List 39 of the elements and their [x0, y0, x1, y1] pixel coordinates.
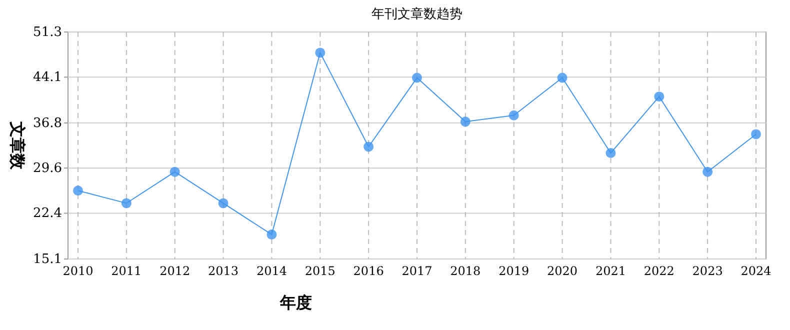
y-tick-label: 51.3 — [33, 25, 62, 40]
x-tick-label: 2021 — [595, 264, 626, 278]
x-tick-label: 2019 — [498, 264, 530, 278]
point — [73, 186, 83, 196]
x-tick-label: 2018 — [450, 264, 481, 278]
y-tick-label: 29.6 — [33, 161, 62, 176]
y-tick-label: 22.4 — [33, 206, 62, 222]
x-tick-label: 2016 — [353, 264, 384, 278]
x-tick-label: 2013 — [208, 264, 239, 278]
y-tick-label: 36.8 — [33, 116, 62, 131]
chart-title: 年刊文章数趋势 — [372, 7, 462, 22]
x-tick-label: 2023 — [692, 264, 723, 278]
y-tick-label: 44.1 — [33, 70, 62, 86]
x-tick-label: 2010 — [62, 264, 94, 278]
point — [218, 198, 228, 208]
x-tick-label: 2024 — [740, 264, 772, 278]
x-tick-label: 2011 — [111, 264, 142, 278]
x-tick-label: 2012 — [160, 264, 190, 278]
point — [654, 92, 664, 102]
point — [170, 166, 180, 177]
x-tick-label: 2015 — [304, 264, 336, 278]
point — [315, 48, 326, 58]
point — [266, 230, 277, 240]
x-tick-label: 2022 — [644, 264, 674, 278]
point — [606, 148, 616, 158]
x-tick-label: 2014 — [256, 264, 288, 278]
x-tick-label: 2020 — [547, 264, 578, 278]
point — [702, 166, 713, 177]
x-axis-title: 年度 — [279, 293, 312, 312]
y-axis-title: 文章数 — [8, 120, 27, 170]
point — [460, 116, 470, 127]
point — [751, 129, 761, 140]
point — [121, 198, 132, 208]
y-tick-label: 15.1 — [33, 252, 62, 267]
point — [364, 142, 374, 152]
point — [412, 72, 422, 83]
point — [508, 110, 519, 120]
point — [557, 72, 568, 83]
x-tick-label: 2017 — [402, 264, 432, 278]
